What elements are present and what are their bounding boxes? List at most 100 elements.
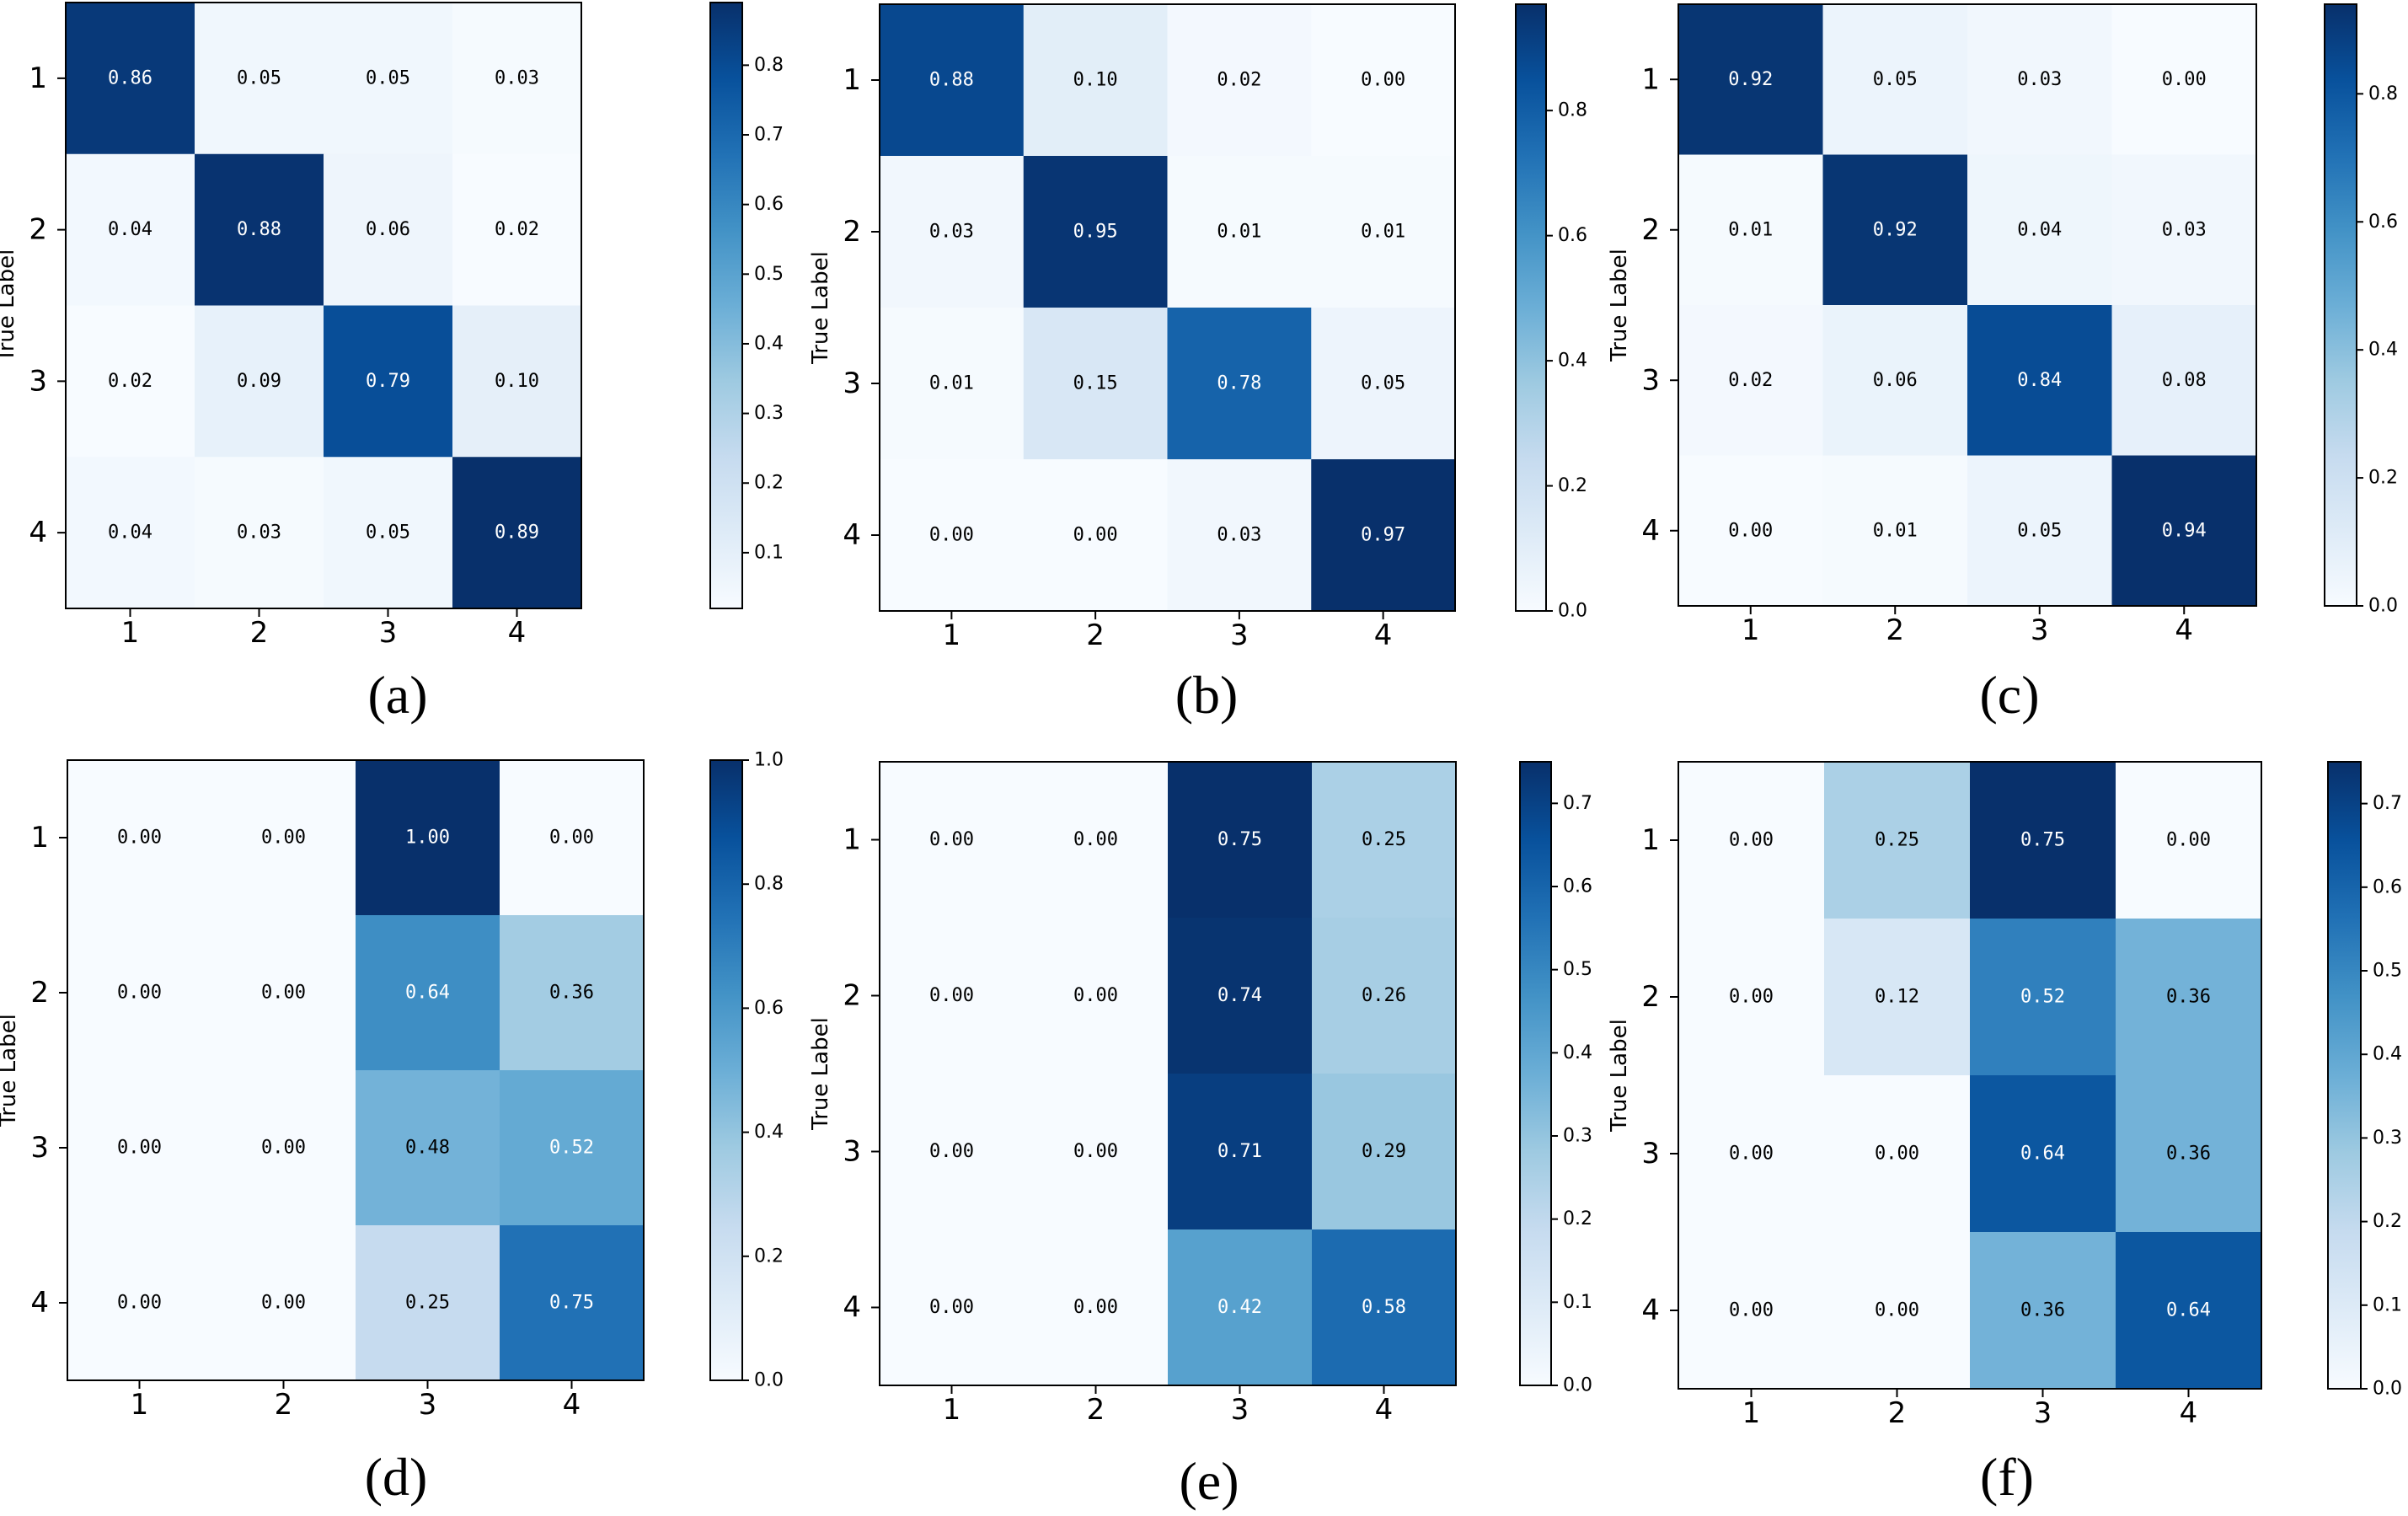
heatmap-cell	[1312, 1074, 1457, 1230]
y-axis-label: True Label	[808, 1017, 833, 1131]
heatmap-cell	[324, 153, 453, 306]
x-tick-label: 1	[943, 619, 961, 652]
y-tick-label: 2	[29, 213, 47, 247]
cell-value-label: 0.25	[1875, 830, 1919, 851]
cell-value-label: 0.06	[1873, 370, 1918, 391]
heatmap-cell	[1967, 4, 2112, 155]
cell-value-label: 0.79	[366, 371, 410, 392]
heatmap-cell	[1168, 918, 1313, 1074]
cell-value-label: 0.03	[495, 67, 539, 88]
heatmap-cell	[1967, 305, 2112, 456]
heatmap-cell	[452, 457, 582, 609]
heatmap-cell	[67, 760, 212, 916]
cell-value-label: 0.26	[1362, 985, 1406, 1006]
cell-value-label: 0.00	[261, 1293, 306, 1314]
cell-value-label: 0.00	[1073, 1141, 1118, 1162]
colorbar-tick-label: 0.2	[754, 473, 784, 494]
heatmap-svg: 0.00 0.25 0.75 0.000.00 0.12 0.52 0.360.00 0.00…	[1607, 761, 2402, 1430]
cell-value-label: 0.01	[1873, 520, 1918, 541]
colorbar-tick-label: 0.0	[754, 1370, 784, 1391]
cell-value-label: 0.71	[1217, 1141, 1262, 1162]
cell-value-label: 0.36	[2020, 1300, 2065, 1321]
heatmap-cell	[195, 153, 324, 306]
colorbar-tick-label: 0.0	[1558, 601, 1587, 622]
heatmap-cell	[67, 1070, 212, 1226]
heatmap-cell	[1822, 4, 1968, 155]
heatmap-cell	[1967, 455, 2112, 607]
heatmap-cell	[1167, 459, 1312, 612]
heatmap-cell	[880, 156, 1025, 308]
x-tick-label: 2	[1888, 1396, 1907, 1430]
x-tick-label: 3	[1231, 1393, 1249, 1427]
colorbar-tick-label: 0.5	[754, 264, 784, 285]
colorbar-tick-label: 0.6	[1558, 225, 1587, 246]
cell-value-label: 0.64	[2020, 1144, 2065, 1165]
heatmap-cell	[2111, 4, 2257, 155]
cell-value-label: 0.25	[1362, 829, 1406, 850]
heatmap-cell	[1970, 919, 2116, 1076]
y-tick-label: 4	[29, 516, 47, 549]
colorbar-tick-label: 0.5	[1563, 959, 1592, 980]
colorbar-tick-label: 0.2	[2368, 468, 2398, 489]
cell-value-label: 0.01	[1361, 222, 1405, 243]
colorbar-tick-label: 0.7	[2373, 793, 2402, 814]
axes-frame	[1678, 3, 2257, 607]
colorbar-tick-label: 0.4	[754, 1122, 784, 1143]
heatmap-cell	[880, 1074, 1025, 1230]
heatmap-cell	[2116, 1075, 2262, 1233]
y-tick-label: 1	[30, 821, 49, 854]
cell-value-label: 0.00	[1729, 987, 1774, 1008]
heatmap-svg: 0.92 0.05 0.03 0.000.01 0.92 0.04 0.030.02 0.06…	[1607, 3, 2398, 647]
colorbar-tick-label: 0.0	[2368, 596, 2398, 617]
panel-caption: (f)	[1980, 1447, 2034, 1507]
cell-value-label: 0.92	[1728, 69, 1773, 90]
cell-value-label: 0.00	[1073, 985, 1118, 1006]
heatmap-cell	[195, 3, 324, 155]
x-tick-label: 2	[1086, 619, 1105, 652]
cell-value-label: 0.00	[929, 1141, 974, 1162]
colorbar-tick-label: 0.3	[1563, 1126, 1592, 1147]
heatmap-cell	[1822, 455, 1968, 607]
heatmap-cell	[500, 1225, 645, 1381]
cell-value-label: 0.01	[1728, 219, 1773, 240]
heatmap-cell	[1312, 1229, 1457, 1386]
colorbar-tick-label: 0.4	[2373, 1044, 2402, 1065]
heatmap-svg: 0.00 0.00 0.75 0.250.00 0.00 0.74 0.260.00 0.00…	[808, 761, 1592, 1427]
cell-value-label: 0.00	[2166, 830, 2211, 851]
cell-value-label: 0.64	[405, 983, 450, 1004]
cell-value-label: 0.00	[1729, 1300, 1774, 1321]
y-tick-label: 2	[1641, 213, 1660, 247]
panel-caption: (d)	[364, 1447, 428, 1507]
cell-value-label: 0.00	[117, 828, 162, 849]
heatmap-cell	[2116, 762, 2262, 919]
colorbar-tick-label: 0.7	[754, 125, 784, 146]
panel-caption: (c)	[1979, 665, 2040, 725]
x-tick-label: 4	[1375, 1393, 1394, 1427]
cell-value-label: 0.74	[1217, 985, 1262, 1006]
cell-value-label: 0.06	[366, 219, 410, 240]
colorbar-tick-label: 0.6	[754, 998, 784, 1019]
cell-value-label: 0.05	[1873, 69, 1918, 90]
colorbar-tick-label: 0.5	[2373, 961, 2402, 982]
heatmap-cell	[880, 459, 1025, 612]
x-tick-label: 4	[2180, 1396, 2198, 1430]
heatmap-cell	[1312, 918, 1457, 1074]
cell-value-label: 0.05	[1361, 373, 1405, 394]
y-tick-label: 3	[29, 364, 47, 398]
heatmap-cell	[1824, 1075, 1971, 1233]
cell-value-label: 0.94	[2162, 520, 2207, 541]
heatmap-cell	[1678, 154, 1823, 306]
colorbar-tick-label: 0.2	[1558, 475, 1587, 496]
cell-value-label: 0.00	[1073, 525, 1118, 546]
heatmap-cell	[500, 1070, 645, 1226]
heatmap-cell	[66, 3, 195, 155]
x-tick-label: 3	[2034, 1396, 2052, 1430]
axes-frame	[67, 759, 645, 1381]
axes-frame	[879, 3, 1456, 612]
heatmap-cell	[1024, 918, 1169, 1074]
y-tick-label: 2	[843, 215, 861, 249]
cell-value-label: 0.01	[929, 373, 974, 394]
heatmap-cell	[1024, 1229, 1169, 1386]
cell-value-label: 0.00	[261, 983, 306, 1004]
colorbar-tick-label: 0.8	[754, 55, 784, 76]
